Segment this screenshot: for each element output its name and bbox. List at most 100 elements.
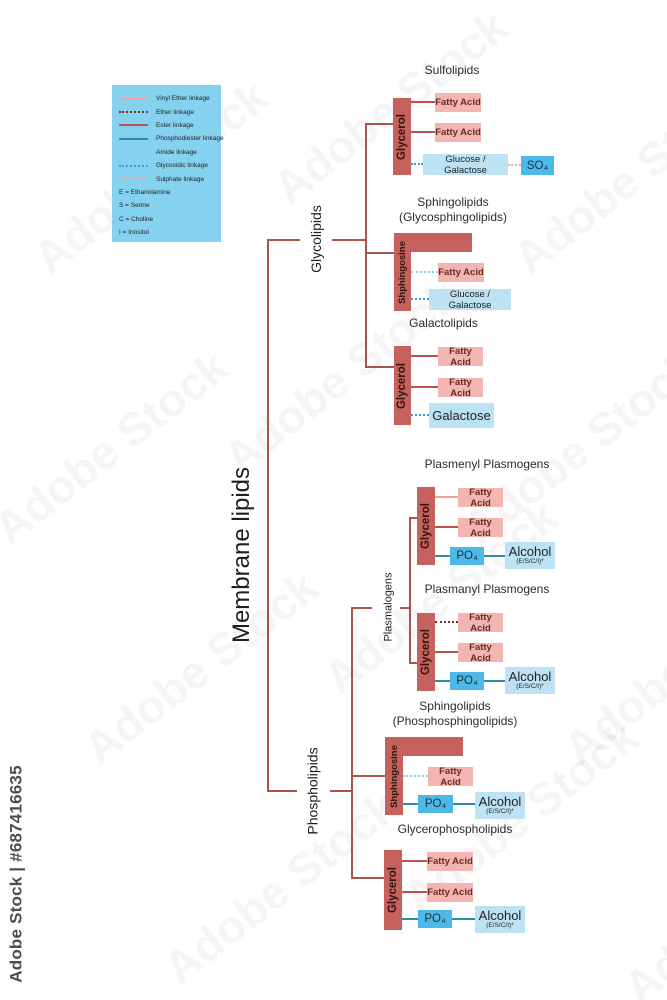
alcohol-box: Alcohol (E/S/C/I)* — [475, 906, 525, 933]
branch-line — [351, 775, 385, 777]
phosphodiester-linkage-line — [435, 680, 450, 682]
phosphodiester-linkage-line — [402, 918, 418, 920]
plasmenyl-glycerol-box: Glycerol — [417, 487, 435, 565]
glycosphingolipids-title: Sphingolipids (Glycosphingolipids) — [383, 195, 523, 226]
alcohol-note: (E/S/C/I)* — [516, 682, 544, 690]
sulfate-box: SO₄ — [521, 156, 554, 175]
glycerol-label: Glycerol — [387, 866, 399, 914]
sulphate-linkage-line — [508, 164, 521, 166]
phospholipids-label: Phospholipids — [305, 746, 322, 835]
ester-linkage-line — [402, 860, 427, 862]
sphingosine-label: Shphingosine — [388, 744, 400, 808]
glycerol-label: Glycerol — [396, 362, 409, 409]
watermark-tile: Adobe Stock — [553, 560, 667, 775]
glycolipids-bracket — [365, 123, 367, 368]
alcohol-label: Alcohol — [478, 908, 522, 924]
galactolipids-glycerol-box: Glycerol — [394, 346, 411, 425]
legend-label: Ether linkage — [156, 108, 194, 116]
fatty-acid-box: Fatty Acid — [435, 93, 481, 112]
glycerol-label: Glycerol — [420, 628, 432, 676]
branch-line — [409, 517, 418, 519]
phosphate-box: PO₄ — [418, 795, 453, 813]
alcohol-note: (E/S/C/I)* — [486, 921, 514, 929]
legend-label: Amide linkage — [156, 148, 197, 156]
glycerophospholipids-glycerol-box: Glycerol — [384, 850, 402, 930]
watermark-tile: Adobe Stock — [0, 339, 238, 555]
ester-linkage-line — [411, 131, 435, 133]
legend-row: Ester linkage — [119, 119, 217, 132]
ester-linkage-line — [435, 526, 458, 528]
plasmalogens-bracket — [409, 517, 411, 664]
amide-line-sample — [119, 151, 148, 154]
glycolipids-label: Glycolipids — [308, 205, 325, 273]
fatty-acid-box: Fatty Acid — [435, 123, 481, 142]
alcohol-label: Alcohol — [508, 669, 552, 685]
ester-linkage-line — [402, 891, 427, 893]
stock-id-text: Adobe Stock | #687416635 — [7, 765, 27, 983]
sulfolipids-title: Sulfolipids — [424, 63, 480, 77]
phosphodiester-linkage-line — [452, 918, 475, 920]
legend-row: Ether linkage — [119, 105, 217, 118]
title-line: Sphingolipids — [419, 699, 491, 713]
branch-line — [330, 790, 353, 792]
glucose-galactose-box: Glucose / Galactose — [429, 289, 511, 311]
alcohol-box: Alcohol (E/S/C/I)* — [505, 542, 555, 569]
legend-abbreviation: E = Ethanolamine — [119, 188, 171, 196]
fatty-acid-box: Fatty Acid — [458, 517, 503, 539]
trunk-line — [267, 239, 269, 792]
legend-abbreviation: C = Choline — [119, 215, 154, 223]
plasmanyl-glycerol-box: Glycerol — [417, 613, 435, 691]
legend-abbreviation: I = Inositol — [119, 229, 149, 237]
phosphodiester-line-sample — [119, 137, 148, 140]
fatty-acid-box: Fatty Acid — [438, 377, 483, 399]
alcohol-label: Alcohol — [478, 794, 522, 810]
legend-row: Sulphate linkage — [119, 172, 217, 185]
alcohol-box: Alcohol (E/S/C/I)* — [505, 667, 555, 694]
ester-linkage-line — [411, 355, 438, 357]
subtitle-line: (Glycosphingolipids) — [398, 210, 508, 225]
phosphodiester-linkage-line — [484, 680, 505, 682]
fatty-acid-box: Fatty Acid — [427, 852, 473, 871]
sphingosine-arm — [411, 233, 472, 252]
legend-label: Vinyl Ether linkage — [156, 95, 210, 103]
ester-linkage-line — [411, 101, 435, 103]
glycosidic-line-sample — [119, 164, 148, 167]
galactose-box: Galactose — [429, 403, 494, 428]
phospholipids-bracket — [351, 607, 353, 879]
branch-line — [351, 607, 372, 609]
legend-abbreviation: S = Serine — [119, 202, 150, 210]
legend-label: Ester linkage — [156, 121, 194, 129]
fatty-acid-box: Fatty Acid — [458, 612, 503, 634]
glycerophospholipids-title: Glycerophospholipids — [397, 822, 513, 836]
vinyl-ether-linkage-line — [435, 496, 458, 498]
fatty-acid-box: Fatty Acid — [458, 642, 503, 664]
branch-line — [332, 239, 367, 241]
phosphosphingolipids-title: Sphingolipids (Phosphosphingolipids) — [378, 699, 532, 730]
phospholipids-label-wrap: Phospholipids — [299, 742, 327, 839]
watermark-tile: Adobe Stock — [73, 559, 328, 775]
branch-line — [400, 607, 411, 609]
plasmalogens-label: Plasmalogens — [383, 572, 395, 642]
branch-line — [409, 662, 418, 664]
legend-label: Glycosidic linkage — [156, 162, 209, 170]
sphingosine-box: Shphingosine — [385, 737, 403, 815]
fatty-acid-box: Fatty Acid — [438, 346, 483, 368]
branch-line — [365, 123, 393, 125]
phosphate-box: PO₄ — [450, 547, 484, 565]
glycosidic-linkage-line — [411, 414, 429, 416]
phosphodiester-linkage-line — [453, 803, 475, 805]
sphingosine-label: Shphingosine — [397, 240, 408, 304]
legend-label: Sulphate linkage — [156, 175, 205, 183]
root-label-wrap: Membrane lipids — [220, 462, 264, 647]
vinyl-ether-line-sample — [119, 97, 148, 100]
branch-line — [268, 239, 300, 241]
legend-row: Vinyl Ether linkage — [119, 92, 217, 105]
legend-row: Glycosidic linkage — [119, 159, 217, 172]
alcohol-box: Alcohol (E/S/C/I)* — [475, 792, 525, 819]
sphingosine-box: Shphingosine — [394, 233, 411, 311]
sphingosine-arm — [403, 737, 463, 756]
fatty-acid-box: Fatty Acid — [427, 883, 473, 902]
glycosidic-linkage-line — [411, 163, 423, 165]
ester-linkage-line — [411, 386, 438, 388]
